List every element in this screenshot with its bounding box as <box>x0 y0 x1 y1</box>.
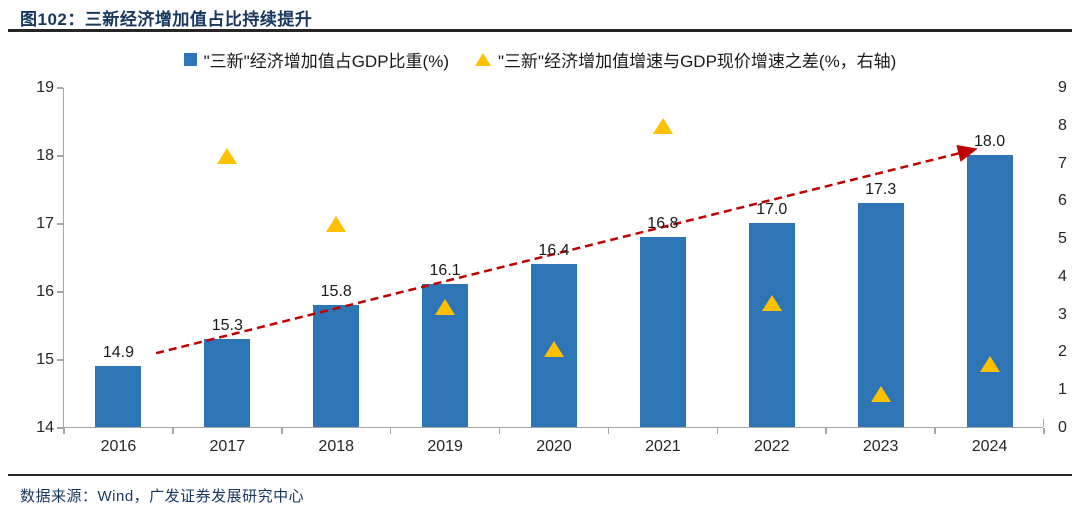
triangle-marker <box>652 117 673 134</box>
bar <box>748 223 795 427</box>
x-axis-label: 2022 <box>753 438 790 455</box>
legend-item-triangle-series: "三新"经济增加值增速与GDP现价增速之差(%，右轴) <box>475 47 896 72</box>
triangle-marker <box>761 295 782 312</box>
right-axis-label: 2 <box>1058 343 1067 361</box>
left-axis-tick <box>57 87 63 89</box>
right-axis-label: 1 <box>1058 381 1067 399</box>
triangle-marker <box>870 386 891 402</box>
x-axis-label: 2023 <box>862 438 899 455</box>
left-axis-label: 17 <box>36 215 54 232</box>
triangle-marker <box>217 148 238 164</box>
left-axis-tick <box>57 359 63 361</box>
bar-value-label: 16.1 <box>429 262 461 280</box>
x-axis-tick <box>607 428 610 434</box>
x-axis-tick <box>172 428 174 434</box>
right-axis-label: 6 <box>1058 192 1067 210</box>
x-axis-tick <box>389 428 392 434</box>
x-axis-label: 2018 <box>318 438 355 455</box>
left-axis-label: 15 <box>36 351 54 368</box>
x-axis-label: 2020 <box>536 438 572 455</box>
x-axis-label: 2021 <box>645 438 681 455</box>
bar <box>95 365 142 427</box>
triangle-marker <box>544 340 564 357</box>
bar <box>204 338 251 427</box>
right-axis-label: 0 <box>1058 419 1067 436</box>
triangle-series-swatch-icon <box>475 52 491 66</box>
legend-label-triangle-series: "三新"经济增加值增速与GDP现价增速之差(%，右轴) <box>498 51 897 71</box>
bar-value-label: 17.0 <box>756 201 788 218</box>
bar-series-swatch-icon <box>183 52 197 66</box>
x-axis-tick <box>934 428 936 434</box>
x-axis-tick <box>498 428 501 434</box>
right-axis-label: 7 <box>1058 154 1067 172</box>
plot-area: 14 15 16 17 18 19 0 1 2 3 4 5 6 7 8 9 2016 2017 2018 2019 20… <box>36 79 1067 455</box>
bar-value-label: 16.4 <box>538 241 570 259</box>
footer-divider <box>8 474 1072 476</box>
x-axis-label: 2024 <box>971 438 1008 455</box>
x-axis-tick <box>1043 428 1045 434</box>
x-axis-label: 2019 <box>427 438 463 455</box>
right-axis-label: 3 <box>1058 305 1067 323</box>
legend-item-bar-series: "三新"经济增加值占GDP比重(%) <box>183 47 449 72</box>
title-divider <box>8 29 1072 32</box>
left-axis-label: 14 <box>36 419 54 436</box>
triangle-marker <box>435 299 456 316</box>
bar-value-label: 17.3 <box>865 180 897 198</box>
x-axis-tick <box>825 428 827 434</box>
bar <box>313 304 360 427</box>
left-axis-tick <box>57 223 63 225</box>
right-axis-label: 4 <box>1058 267 1067 285</box>
data-source-note: 数据来源：Wind，广发证券发展研究中心 <box>20 488 305 505</box>
left-axis-tick <box>57 427 63 429</box>
trend-arrow <box>155 144 978 355</box>
left-axis-tick <box>57 155 63 157</box>
bar-value-label: 16.8 <box>647 214 679 232</box>
left-axis-label: 19 <box>36 79 54 96</box>
left-axis-tick <box>57 291 63 293</box>
legend-label-bar-series: "三新"经济增加值占GDP比重(%) <box>203 51 449 71</box>
chart-legend: "三新"经济增加值占GDP比重(%) "三新"经济增加值增速与GDP现价增速之差… <box>0 44 1080 74</box>
x-axis-label: 2017 <box>209 438 246 455</box>
left-axis-label: 18 <box>36 147 54 164</box>
right-axis-label: 8 <box>1058 116 1067 134</box>
triangle-marker <box>326 216 347 232</box>
figure-title: 图102：三新经济增加值占比持续提升 <box>20 10 313 29</box>
right-axis-label: 5 <box>1058 230 1067 248</box>
bar <box>639 236 686 427</box>
x-axis-tick <box>716 428 719 434</box>
bar-value-label: 14.9 <box>102 343 134 361</box>
triangle-marker <box>979 355 1000 372</box>
x-axis-tick <box>63 428 65 434</box>
bar-value-label: 15.8 <box>320 282 352 300</box>
bar-value-label: 15.3 <box>211 316 243 334</box>
x-axis-tick <box>281 428 283 434</box>
bar-value-label: 18.0 <box>973 133 1006 150</box>
bar <box>966 155 1013 427</box>
x-axis-end-tick <box>1042 419 1044 427</box>
x-axis-label: 2016 <box>100 438 137 455</box>
right-axis-label: 9 <box>1058 79 1067 96</box>
left-axis-label: 16 <box>36 283 54 300</box>
